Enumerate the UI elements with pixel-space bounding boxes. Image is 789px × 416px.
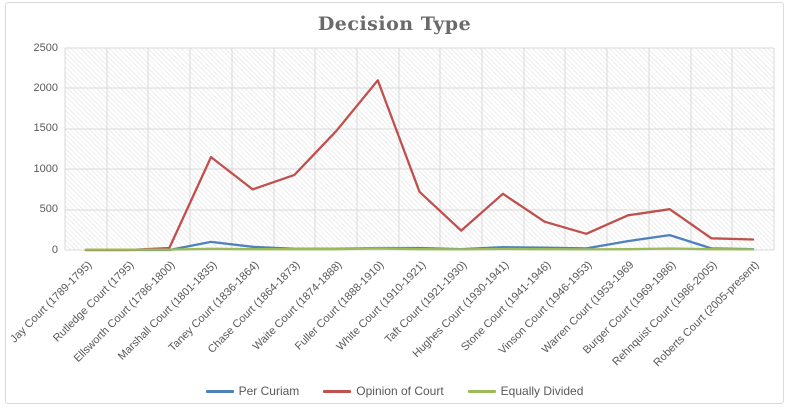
y-tick-label: 1500 [33, 122, 58, 135]
y-tick-label: 2500 [33, 41, 58, 54]
legend-line-marker-icon [205, 389, 234, 393]
legend: Per Curiam Opinion of Court Equally Divide… [0, 382, 789, 400]
legend-label: Per Curiam [238, 384, 300, 398]
series-line-per-curiam [84, 233, 755, 252]
y-tick-label: 500 [39, 203, 58, 216]
legend-item-opinion-of-court[interactable]: Opinion of Court [323, 384, 444, 398]
legend-item-equally-divided[interactable]: Equally Divided [467, 384, 584, 398]
legend-label: Opinion of Court [356, 384, 444, 398]
y-tick-label: 2000 [33, 81, 58, 94]
chart-frame [5, 2, 784, 404]
series-line-opinion-of-court [84, 79, 755, 252]
legend-line-marker-icon [323, 389, 352, 393]
legend-item-per-curiam[interactable]: Per Curiam [205, 384, 300, 398]
legend-label: Equally Divided [500, 384, 584, 398]
plot-area [64, 47, 775, 252]
chart-title: Decision Type [317, 13, 472, 35]
y-tick-label: 0 [51, 243, 58, 256]
plot-svg [64, 47, 775, 252]
series-line-equally-divided [84, 247, 755, 251]
y-tick-label: 1000 [33, 162, 58, 175]
legend-line-marker-icon [467, 389, 496, 393]
